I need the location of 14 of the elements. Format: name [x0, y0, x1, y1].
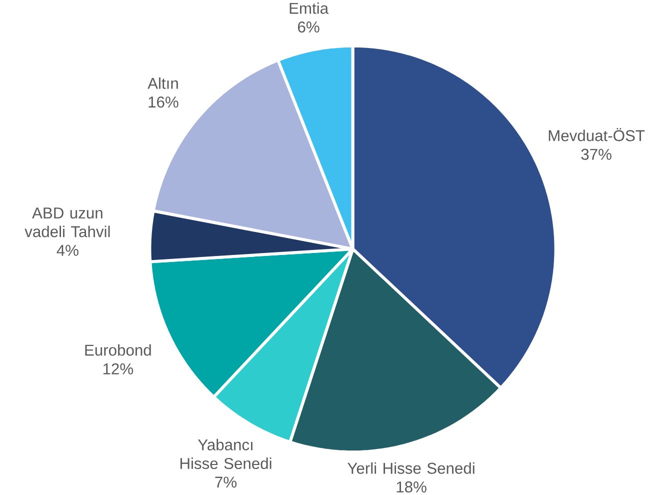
data-label: 6%	[298, 22, 320, 33]
slice-label: Altın	[148, 77, 178, 89]
slice-label: ABD uzun vadeli Tahvil	[24, 208, 110, 238]
slice-label: Yerli Hisse Senedi	[348, 462, 474, 474]
data-label: 4%	[56, 244, 78, 256]
data-label: 7%	[215, 476, 237, 488]
slice-label: Emtia	[290, 2, 329, 14]
slice-label: Mevduat-ÖST	[548, 128, 645, 142]
slice-label: Eurobond	[85, 344, 151, 356]
data-label: 37%	[581, 148, 612, 160]
slice-label: Yabancı Hisse Senedi	[180, 438, 272, 470]
data-label: 16%	[148, 96, 178, 108]
data-label: 18%	[396, 481, 426, 493]
data-label: 12%	[103, 363, 134, 374]
